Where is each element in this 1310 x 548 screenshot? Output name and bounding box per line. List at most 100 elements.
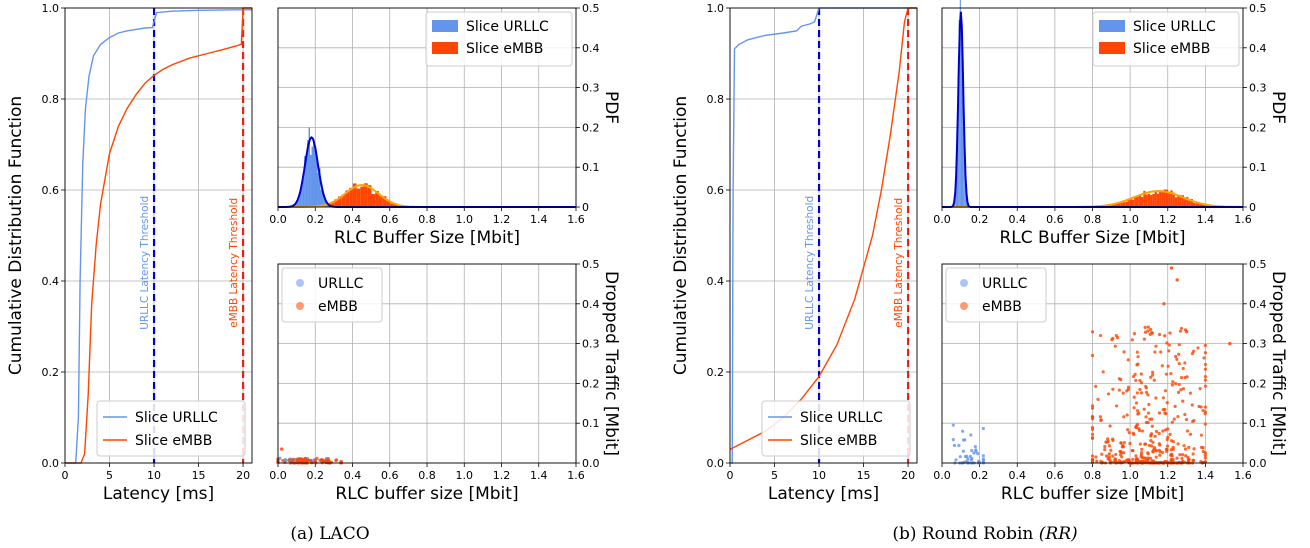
scatter-point-embb bbox=[1096, 397, 1100, 401]
scatter-point-embb bbox=[1203, 410, 1207, 414]
scatter-point-embb bbox=[1192, 458, 1196, 463]
scatter-point-embb bbox=[313, 460, 318, 464]
scatter-point-embb bbox=[334, 458, 339, 462]
x-tick-label: 0.6 bbox=[381, 469, 399, 482]
scatter-point-embb bbox=[1183, 447, 1188, 451]
scatter-point-embb bbox=[1157, 431, 1161, 436]
scatter-point-embb bbox=[1126, 428, 1130, 432]
hist-bar-embb bbox=[1206, 204, 1209, 207]
scatter-point-urllc bbox=[981, 454, 985, 458]
scatter-point-embb bbox=[1161, 429, 1165, 433]
hist-bar-urllc bbox=[324, 199, 327, 207]
scatter-point-embb bbox=[1177, 382, 1181, 387]
scatter-point-embb bbox=[1201, 449, 1205, 454]
x-tick-label: 1.2 bbox=[1159, 213, 1177, 226]
x-tick-label: 1.6 bbox=[567, 213, 585, 226]
scatter-point-embb bbox=[1165, 401, 1169, 405]
x-tick-label: 1.2 bbox=[493, 469, 511, 482]
scatter-point-embb bbox=[1178, 453, 1182, 457]
y-tick-label: 1.0 bbox=[42, 2, 60, 15]
scatter-point-embb bbox=[1174, 382, 1178, 386]
scatter-point-embb bbox=[1109, 448, 1113, 452]
x-tick-label: 1.4 bbox=[1197, 213, 1215, 226]
scatter-point-embb bbox=[1149, 434, 1153, 438]
hist-bar-embb bbox=[371, 194, 376, 207]
hist-bar-embb bbox=[1129, 199, 1133, 207]
legend-swatch bbox=[1099, 20, 1125, 32]
scatter-point-urllc bbox=[968, 454, 973, 459]
scatter-point-embb bbox=[1131, 374, 1136, 379]
hist-bar-embb bbox=[1113, 203, 1117, 207]
y-tick-label: 0.4 bbox=[42, 275, 60, 288]
x-tick-label: 0.0 bbox=[269, 213, 287, 226]
y-tick-label: 0 bbox=[582, 201, 589, 214]
hist-bar-urllc bbox=[311, 146, 314, 207]
scatter-point-embb bbox=[1136, 362, 1140, 366]
y-tick-label: 0.2 bbox=[1249, 377, 1267, 390]
hist-bar-urllc bbox=[960, 11, 963, 207]
scatter-point-embb bbox=[1190, 403, 1194, 407]
hist-bar-embb bbox=[1152, 193, 1155, 207]
hist-bar-embb bbox=[1177, 194, 1180, 207]
scatter-point-embb bbox=[1125, 413, 1129, 417]
scatter-point-urllc bbox=[951, 437, 955, 442]
x-tick-label: 1.4 bbox=[530, 469, 548, 482]
x-tick-label: 0.8 bbox=[1084, 469, 1102, 482]
legend-swatch bbox=[432, 42, 458, 54]
hist-bar-urllc bbox=[302, 179, 305, 207]
legend-box bbox=[945, 267, 1047, 323]
scatter-point-embb bbox=[1199, 405, 1203, 409]
scatter-point-embb bbox=[1191, 452, 1195, 456]
scatter-point-embb bbox=[1143, 442, 1147, 446]
scatter-point-embb bbox=[1169, 448, 1173, 452]
x-tick-label: 0.0 bbox=[933, 469, 951, 482]
cdf-legend: Slice URLLC Slice eMBB bbox=[96, 400, 246, 457]
hist-bar-embb bbox=[1168, 192, 1171, 207]
legend-label: URLLC bbox=[318, 276, 364, 292]
y-tick-label: 0.4 bbox=[582, 42, 600, 55]
embb-threshold-label: eMBB Latency Threshold bbox=[228, 198, 240, 328]
x-axis-label: RLC buffer size [Mbit] bbox=[1001, 484, 1184, 504]
scatter-point-embb bbox=[1188, 391, 1193, 395]
hist-bar-embb bbox=[1154, 191, 1157, 207]
scatter-point-embb bbox=[1165, 444, 1170, 448]
scatter-point-embb bbox=[1116, 336, 1120, 340]
scatter-point-embb bbox=[1169, 453, 1173, 457]
hist-bar-urllc bbox=[321, 192, 324, 207]
hist-bar-embb bbox=[1170, 190, 1173, 207]
hist-bar-urllc bbox=[314, 147, 316, 207]
scatter-point-embb bbox=[1171, 380, 1175, 384]
scatter-point-embb bbox=[1181, 399, 1185, 403]
x-tick-label: 1.2 bbox=[493, 213, 511, 226]
scatter-point-embb bbox=[1171, 457, 1175, 462]
hist-bar-embb bbox=[334, 199, 338, 207]
scatter-point-embb bbox=[1175, 357, 1179, 361]
hist-bar-urllc bbox=[304, 155, 306, 207]
scatter-point-embb bbox=[310, 460, 315, 465]
scatter-point-embb bbox=[1146, 325, 1150, 329]
cdf-series-urllc bbox=[65, 9, 252, 464]
x-tick-label: 20 bbox=[236, 469, 250, 482]
scatter-point-embb bbox=[1170, 420, 1174, 424]
scatter-point-embb bbox=[1185, 429, 1190, 433]
y-axis-label: Cumulative Distribution Function bbox=[671, 96, 691, 375]
x-tick-label: 1.4 bbox=[530, 213, 548, 226]
scatter-point-embb bbox=[1178, 329, 1183, 333]
scatter-point-urllc bbox=[977, 459, 981, 463]
scatter-point-embb bbox=[1172, 460, 1176, 465]
hist-bar-urllc bbox=[308, 127, 311, 207]
axes-frame bbox=[64, 7, 253, 464]
scatter-point-embb bbox=[305, 458, 310, 462]
cdf-series-embb bbox=[729, 7, 917, 451]
y-tick-label: 0.4 bbox=[582, 298, 600, 311]
scatter-point-embb bbox=[1117, 388, 1121, 392]
scatter-point-embb bbox=[1138, 378, 1142, 383]
scatter-point-embb bbox=[1094, 455, 1098, 459]
scatter-point-embb bbox=[1142, 337, 1146, 341]
y-tick-label: 0.6 bbox=[707, 184, 725, 197]
scatter-point-embb bbox=[1169, 371, 1173, 376]
scatter-point-embb bbox=[1203, 343, 1207, 348]
hist-bar-embb bbox=[1147, 193, 1151, 207]
scatter-point-embb bbox=[1117, 458, 1122, 463]
hist-bar-embb bbox=[1183, 197, 1187, 207]
